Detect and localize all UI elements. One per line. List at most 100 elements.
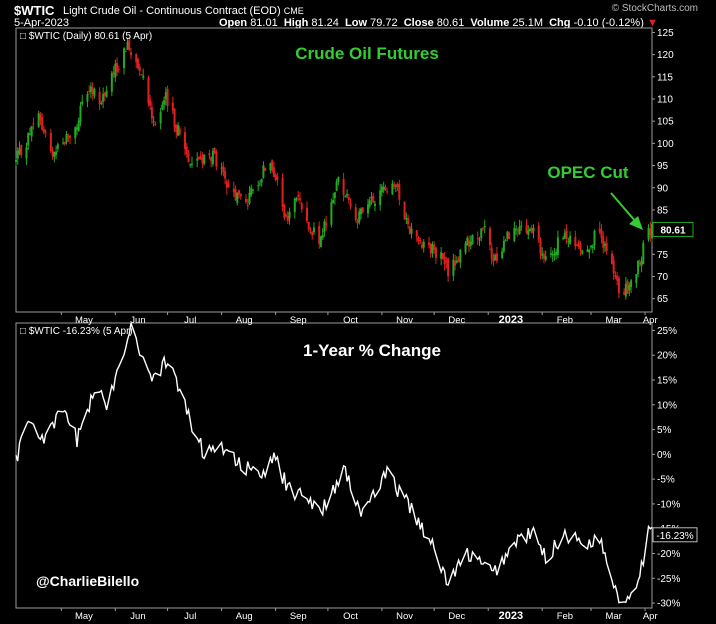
price-x-tick-label: Oct [343,315,358,326]
candle-body [398,184,401,200]
candle-body [593,230,596,246]
candle-body [481,228,484,230]
candle-body [65,134,68,143]
candle-body [166,89,169,106]
candle-body [100,102,103,104]
candle-body [238,190,241,195]
change-y-tick-label: 20% [657,351,677,362]
candle-body [476,238,479,240]
candle-body [441,253,444,260]
candle-body [549,253,552,255]
candle-body [454,260,457,266]
candle-body [624,283,627,297]
candle-body [553,253,556,256]
candle-body [185,146,188,155]
change-y-tick-label: 15% [657,376,677,387]
change-x-tick-label: Mar [605,611,621,622]
change-y-tick-label: -10% [657,499,680,510]
candle-body [581,250,584,254]
candle-body [562,238,565,240]
change-x-tick-label: Sep [290,611,307,622]
candle-body [603,244,606,246]
change-y-tick-label: 10% [657,400,677,411]
candle-body [140,74,143,76]
candle-body [537,225,540,240]
candle-body [51,150,54,157]
candle-body [502,240,505,252]
candle-body [617,278,620,294]
candle-body [62,142,65,144]
candle-body [69,135,72,138]
change-x-tick-label: Dec [448,611,465,622]
price-y-tick-label: 75 [657,250,669,261]
candle-body [541,253,544,256]
price-x-tick-label: 2023 [499,314,523,326]
candle-body [490,248,493,259]
price-y-tick-label: 70 [657,272,669,283]
candle-body [623,292,626,295]
candle-body [333,192,336,199]
candle-body [234,189,237,200]
candle-body [260,179,263,183]
candle-body [211,150,214,164]
candle-body [319,236,322,248]
candle-body [386,191,389,193]
price-y-tick-label: 125 [657,28,674,39]
price-panel-frame [15,27,653,313]
candle-body [63,141,66,144]
candle-body [590,245,593,248]
candle-body [91,87,94,94]
candle-body [321,234,324,238]
candle-body [342,178,345,195]
change-x-tick-label: Aug [236,611,253,622]
candle-body [201,157,204,164]
price-x-tick-label: Dec [448,315,465,326]
candle-body [251,189,254,191]
candle-body [408,226,411,234]
candle-body [175,124,178,133]
candle-body [431,244,434,254]
candle-body [110,72,113,92]
change-x-tick-label: May [75,611,93,622]
candle-body [494,254,497,261]
candle-body [429,244,432,254]
candle-body [49,132,52,152]
candle-body [394,185,397,187]
price-y-tick-label: 95 [657,161,669,172]
candle-body [427,242,430,245]
candle-body [415,230,418,237]
candle-body [420,244,423,248]
candle-body [323,221,326,233]
candle-body [163,100,166,105]
candle-body [189,164,192,166]
candle-body [630,280,633,288]
candle-body [215,151,218,167]
chart-symbol: $WTIC [14,3,55,18]
change-y-tick-label: 25% [657,326,677,337]
candle-body [197,157,200,159]
candle-body [318,225,321,244]
candle-body [346,193,349,196]
price-x-tick-label: Nov [396,315,413,326]
candle-body [203,154,206,164]
price-y-tick-label: 105 [657,117,674,128]
watermark: © StockCharts.com [611,3,698,14]
candle-body [506,231,509,239]
author-signature: @CharlieBilello [36,573,139,589]
candle-body [117,69,120,71]
candle-body [199,155,202,160]
candle-body [114,63,117,78]
candle-body [27,132,30,146]
candle-body [516,230,519,232]
candle-body [579,245,582,251]
candle-body [325,222,328,226]
candle-body [366,204,369,214]
candle-body [455,260,458,263]
candle-body [422,241,425,248]
price-y-tick-label: 120 [657,50,674,61]
candle-body [637,260,640,274]
price-last-value-box [652,221,694,237]
price-x-tick-label: May [75,315,93,326]
candle-body [161,104,164,110]
